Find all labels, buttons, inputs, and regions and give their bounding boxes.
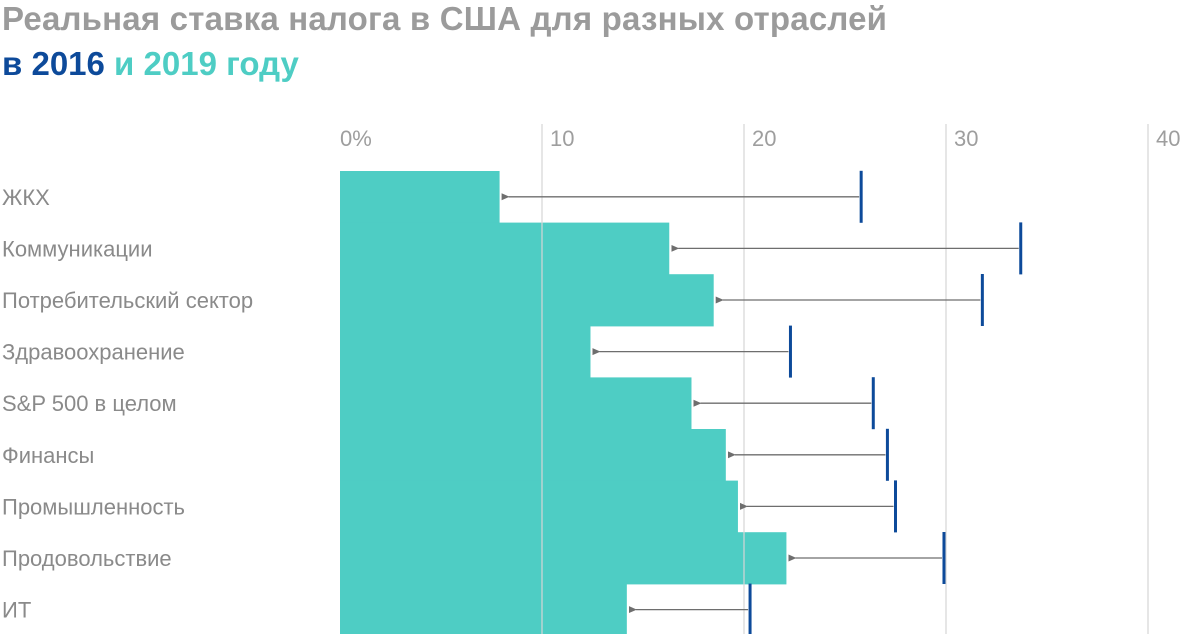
- bar-2019: [340, 480, 738, 533]
- category-label: S&P 500 в целом: [2, 391, 177, 416]
- grid-layer: [541, 124, 1149, 634]
- category-label: Промышленность: [2, 494, 185, 519]
- category-label: Финансы: [2, 443, 94, 468]
- marks-2016-layer: [748, 170, 1023, 634]
- category-label: ИТ: [2, 598, 31, 623]
- bar-2019: [340, 377, 692, 430]
- arrows-layer: [501, 193, 1019, 614]
- tick-labels-layer: 0% 10 20 30 40: [340, 126, 1180, 151]
- bar-2019: [340, 583, 627, 634]
- category-label: ЖКХ: [2, 185, 50, 210]
- bar-2019: [340, 429, 726, 482]
- chart-title: Реальная ставка налога в США для разных …: [2, 0, 888, 37]
- bars-layer: [340, 171, 787, 634]
- bar-2019: [340, 171, 500, 224]
- category-label: Здравоохранение: [2, 340, 185, 365]
- bar-2019: [340, 325, 591, 378]
- legend-year-2016: 2016: [31, 45, 105, 82]
- subtitle-prefix: в: [2, 45, 32, 82]
- x-tick-label: 0%: [340, 126, 372, 151]
- category-label: Потребительский сектор: [2, 288, 253, 313]
- category-label: Продовольствие: [2, 546, 172, 571]
- category-label: Коммуникации: [2, 236, 153, 261]
- subtitle-connector: и: [104, 45, 144, 82]
- x-tick-label: 20: [752, 126, 776, 151]
- x-tick-label: 10: [550, 126, 574, 151]
- bar-2019: [340, 274, 714, 327]
- chart-subtitle: в 2016 и 2019 году: [2, 45, 299, 83]
- bar-2019: [340, 532, 787, 585]
- category-labels-layer: ЖКХ Коммуникации Потребительский сектор Здр…: [2, 185, 253, 623]
- x-tick-label: 30: [954, 126, 978, 151]
- bar-2019: [340, 222, 670, 275]
- legend-year-2019: 2019 году: [143, 45, 299, 82]
- x-tick-label: 40: [1156, 126, 1180, 151]
